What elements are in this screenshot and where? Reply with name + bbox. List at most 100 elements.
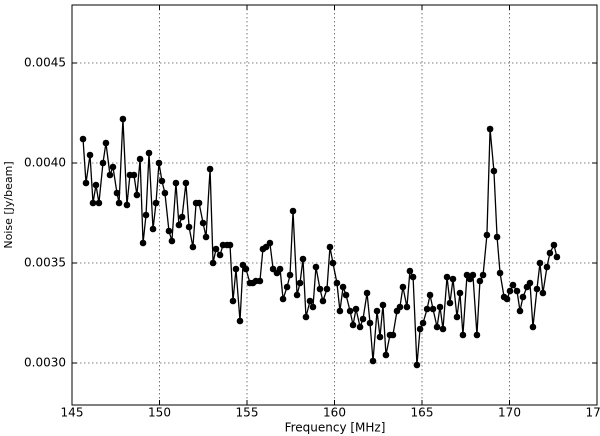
data-point [289,207,297,215]
data-point [533,285,541,293]
data-point [333,279,341,287]
data-point [536,259,544,267]
data-point [409,273,417,281]
data-point [436,303,444,311]
data-point [389,331,397,339]
data-point [526,279,534,287]
data-point [346,307,354,315]
data-point [329,259,337,267]
data-point [199,219,207,227]
data-point [316,285,324,293]
data-point [550,241,558,249]
x-tick-label: 150 [148,406,171,420]
data-point [363,289,371,297]
data-point [513,287,521,295]
data-point [123,201,131,209]
data-point [155,159,163,167]
data-point [92,181,100,189]
data-point [449,275,457,283]
data-point [539,289,547,297]
x-tick-label: 175 [586,406,600,420]
data-point [145,149,153,157]
data-point [158,177,166,185]
data-point [419,319,427,327]
data-point [242,265,250,273]
data-point [276,265,284,273]
data-point [165,227,173,235]
data-point [379,301,387,309]
data-point [299,255,307,263]
data-point [296,279,304,287]
x-tick-label: 170 [498,406,521,420]
data-point [172,179,180,187]
data-point [286,271,294,279]
data-point [323,285,331,293]
data-point [306,297,314,305]
data-point [109,163,117,171]
data-point [406,267,414,275]
data-point [483,231,491,239]
x-tick-label: 145 [61,406,84,420]
data-point [376,333,384,341]
data-point [479,271,487,279]
data-point [366,319,374,327]
data-point [352,305,360,313]
y-tick-label: 0.0035 [24,256,66,270]
data-point [152,199,160,207]
data-point [506,287,514,295]
data-point [546,249,554,257]
data-point [293,291,301,299]
data-point [113,189,121,197]
data-point [309,303,317,311]
data-point [136,155,144,163]
data-point [312,263,320,271]
data-point [490,167,498,175]
data-point [473,331,481,339]
data-point [516,307,524,315]
data-point [202,233,210,241]
data-point [175,221,183,229]
data-point [509,281,517,289]
data-point [519,293,527,301]
data-point [95,199,103,207]
data-point [373,307,381,315]
data-point [279,295,287,303]
data-point [349,321,357,329]
data-point [359,315,367,323]
data-point [416,325,424,333]
data-point [89,199,97,207]
data-point [439,325,447,333]
data-point [339,283,347,291]
data-point [229,297,237,305]
data-point [529,323,537,331]
y-tick-label: 0.0045 [24,56,66,70]
data-point [266,239,274,247]
data-point [130,171,138,179]
x-tick-label: 165 [411,406,434,420]
x-axis-label: Frequency [MHz] [285,421,386,435]
data-point [336,307,344,315]
data-point [102,139,110,147]
data-point [168,237,176,245]
data-point [453,313,461,321]
data-point [79,135,87,143]
data-point [456,289,464,297]
data-point [382,351,390,359]
data-point [226,241,234,249]
data-point [256,277,264,285]
data-point [236,317,244,325]
data-point [443,273,451,281]
data-point [119,115,127,123]
data-point [423,305,431,313]
data-point [99,159,107,167]
data-point [503,295,511,303]
y-tick-label: 0.0040 [24,156,66,170]
data-point [283,283,291,291]
data-point [543,263,551,271]
data-point [493,233,501,241]
data-point [142,211,150,219]
data-point [209,259,217,267]
data-point [178,213,186,221]
data-point [429,305,437,313]
